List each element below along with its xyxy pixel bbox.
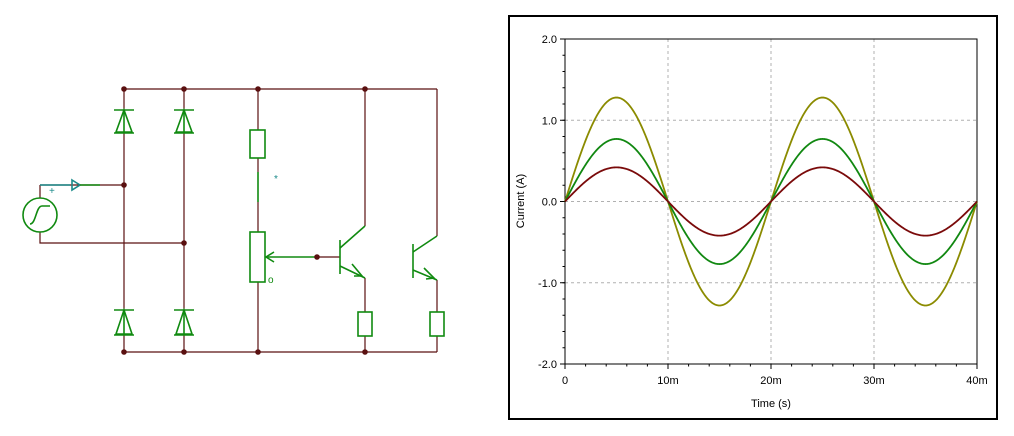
resistor-top (249, 129, 266, 159)
diode-top-left (114, 107, 134, 134)
junction-dot (121, 349, 127, 355)
x-tick-label: 0 (562, 375, 568, 387)
y-tick-label: -2.0 (538, 359, 557, 371)
diode-bottom-right (174, 307, 194, 336)
asterisk-label: * (274, 174, 278, 185)
transistor-2 (412, 235, 438, 281)
plot-panel: 0 10m 20m 30m 40m 2.0 1.0 0.0 -1.0 -2.0 Time (s)… (508, 15, 998, 420)
x-tick-label: 30m (863, 375, 884, 387)
junction-dot (255, 86, 261, 92)
x-axis: 0 10m 20m 30m 40m (562, 364, 988, 387)
x-tick-label: 40m (966, 375, 987, 387)
y-axis-label: Current (A) (515, 174, 527, 228)
transistor-1 (339, 225, 366, 279)
circuit-schematic: + * o (22, 86, 445, 355)
junction-dot (314, 254, 320, 260)
junction-dot (362, 349, 368, 355)
wires (39, 88, 438, 353)
y-tick-label: 2.0 (542, 34, 557, 46)
potentiometer (249, 172, 317, 283)
junction-dot (255, 349, 261, 355)
components (22, 107, 445, 337)
y-axis: 2.0 1.0 0.0 -1.0 -2.0 (538, 34, 565, 371)
source-bottom-wire (39, 232, 184, 244)
y-tick-label: 1.0 (542, 115, 557, 127)
series-line-3 (564, 166, 978, 237)
wiper-label: o (268, 275, 274, 286)
base-link-wire (316, 255, 340, 258)
diode-top-right (174, 107, 194, 134)
source-plus-label: + (49, 186, 55, 197)
x-tick-label: 10m (657, 375, 678, 387)
diode-bottom-left (114, 307, 134, 336)
ac-voltage-source (22, 178, 100, 233)
junction-dot (121, 86, 127, 92)
junction-dot (121, 182, 127, 188)
junction-dot (181, 86, 187, 92)
y-tick-label: -1.0 (538, 278, 557, 290)
junction-dots (121, 86, 368, 355)
resistor-emitter-2 (429, 311, 445, 337)
resistor-emitter-1 (357, 311, 373, 337)
current-time-plot: 0 10m 20m 30m 40m 2.0 1.0 0.0 -1.0 -2.0 Time (s)… (515, 34, 988, 410)
junction-dot (181, 349, 187, 355)
x-tick-label: 20m (760, 375, 781, 387)
y-tick-label: 0.0 (542, 197, 557, 209)
junction-dot (181, 240, 187, 246)
x-axis-label: Time (s) (751, 398, 791, 410)
series-lines (564, 96, 978, 307)
junction-dot (362, 86, 368, 92)
